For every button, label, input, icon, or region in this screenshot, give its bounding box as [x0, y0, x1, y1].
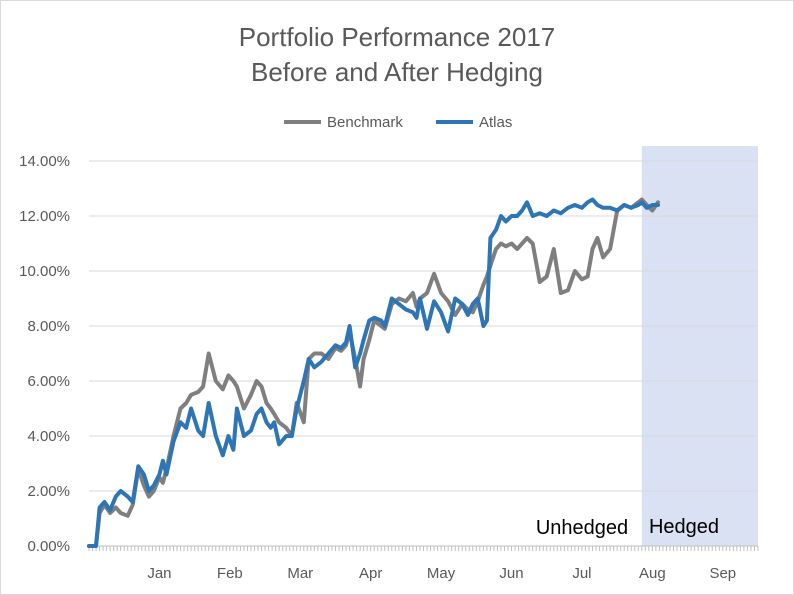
x-tick-label: Aug	[639, 565, 666, 582]
y-tick-label: 10.00%	[19, 263, 70, 280]
x-tick-label: Feb	[217, 565, 243, 582]
y-tick-label: 12.00%	[19, 208, 70, 225]
series-lines	[87, 197, 660, 548]
x-tick-label: May	[427, 565, 456, 582]
x-tick-label: Sep	[709, 565, 736, 582]
chart-subtitle: Before and After Hedging	[251, 57, 543, 87]
legend-label-atlas: Atlas	[479, 114, 512, 131]
x-tick-label: Jan	[147, 565, 171, 582]
y-tick-label: 8.00%	[27, 318, 70, 335]
y-tick-label: 2.00%	[27, 483, 70, 500]
series-line-benchmark	[87, 197, 660, 548]
x-tick-label: Jul	[572, 565, 591, 582]
y-tick-label: 14.00%	[19, 153, 70, 170]
legend: Benchmark Atlas	[284, 114, 512, 131]
series-line-atlas	[87, 197, 660, 548]
annotation-unhedged: Unhedged	[536, 517, 628, 539]
y-tick-label: 0.00%	[27, 538, 70, 555]
legend-label-benchmark: Benchmark	[327, 114, 403, 131]
y-tick-label: 6.00%	[27, 373, 70, 390]
hedged-region-shading	[641, 146, 758, 546]
annotation-hedged: Hedged	[649, 516, 719, 538]
x-tick-label: Mar	[287, 565, 313, 582]
y-axis-tick-labels: 0.00% 2.00% 4.00% 6.00% 8.00% 10.00% 12.00% 14.…	[19, 153, 70, 555]
gridlines	[89, 160, 758, 492]
chart-title: Portfolio Performance 2017	[239, 22, 556, 52]
x-axis-tick-labels: Jan Feb Mar Apr May Jun Jul Aug Sep	[147, 565, 736, 582]
x-tick-label: Jun	[499, 565, 523, 582]
y-tick-label: 4.00%	[27, 428, 70, 445]
x-tick-label: Apr	[359, 565, 382, 582]
x-axis-minor-ticks	[88, 546, 759, 551]
